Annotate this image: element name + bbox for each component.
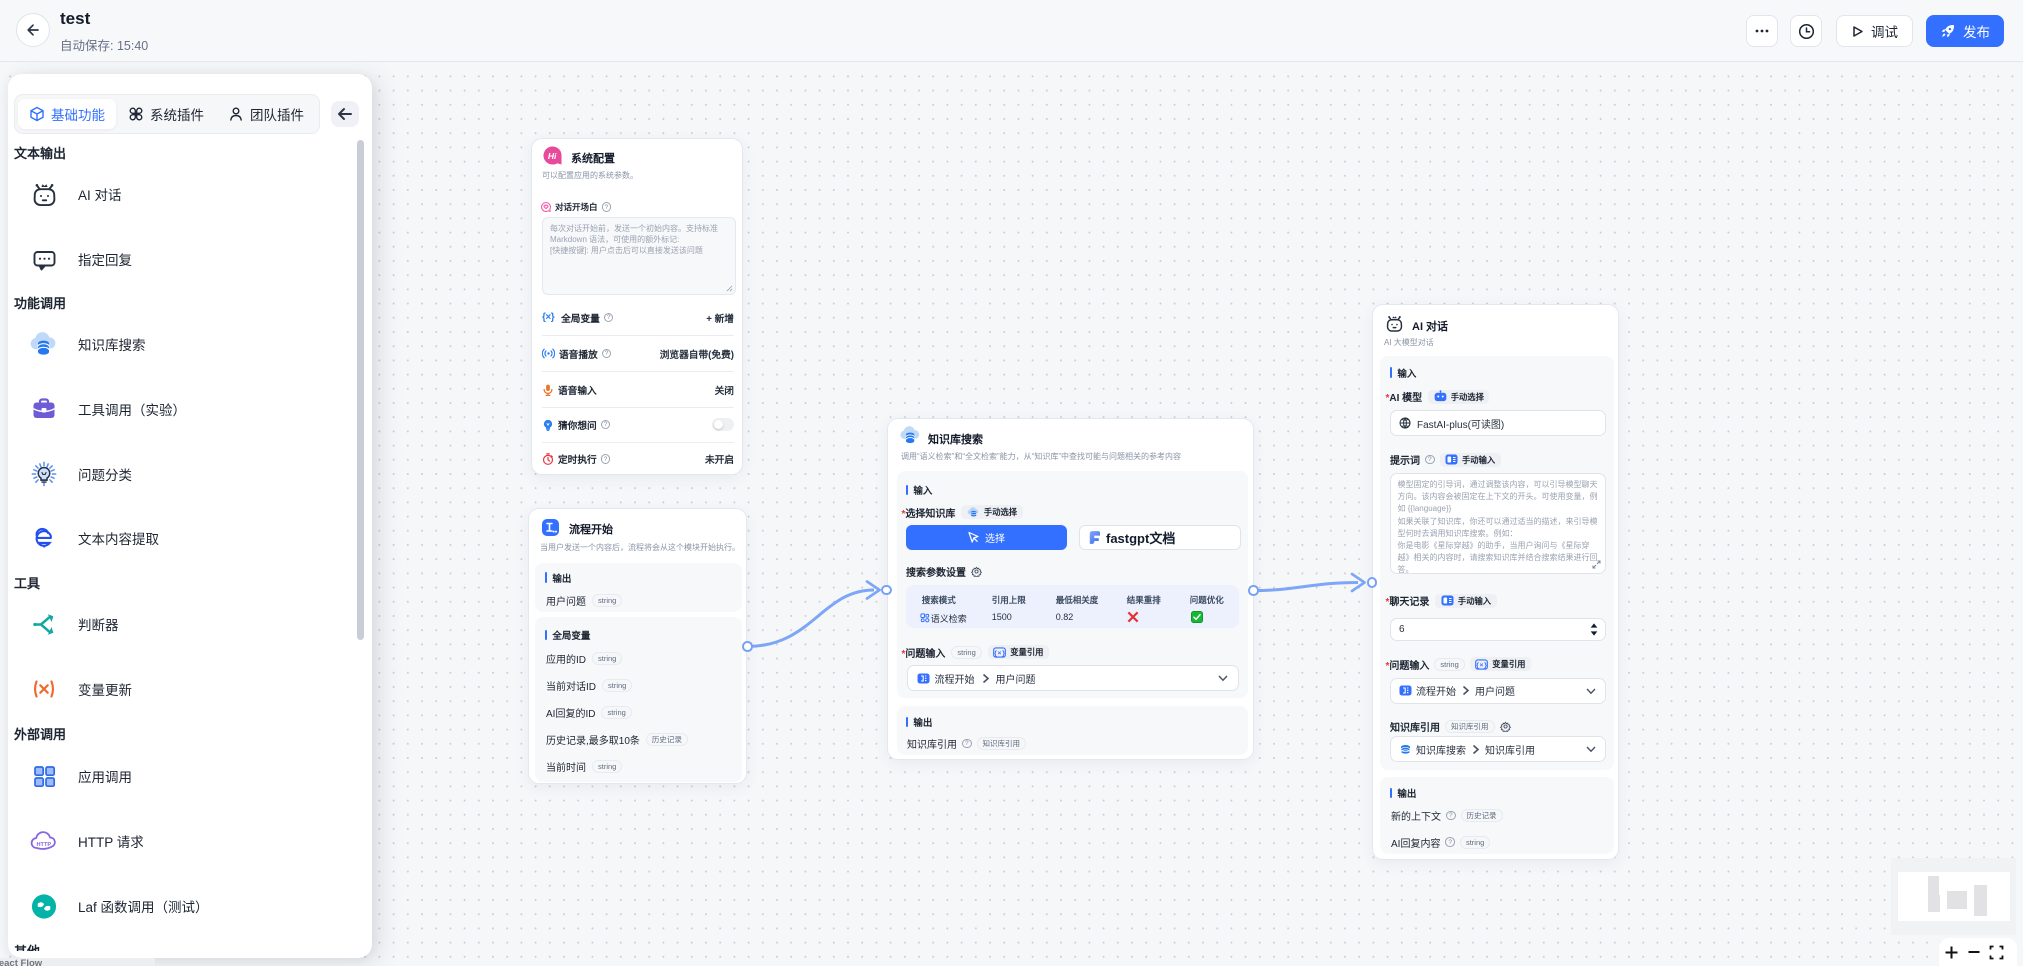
svg-text:{×}: {×}	[994, 649, 1006, 656]
svg-text:HTTP: HTTP	[37, 842, 52, 848]
svg-text:{×}: {×}	[1476, 661, 1488, 668]
svg-text:Hi: Hi	[548, 151, 557, 161]
